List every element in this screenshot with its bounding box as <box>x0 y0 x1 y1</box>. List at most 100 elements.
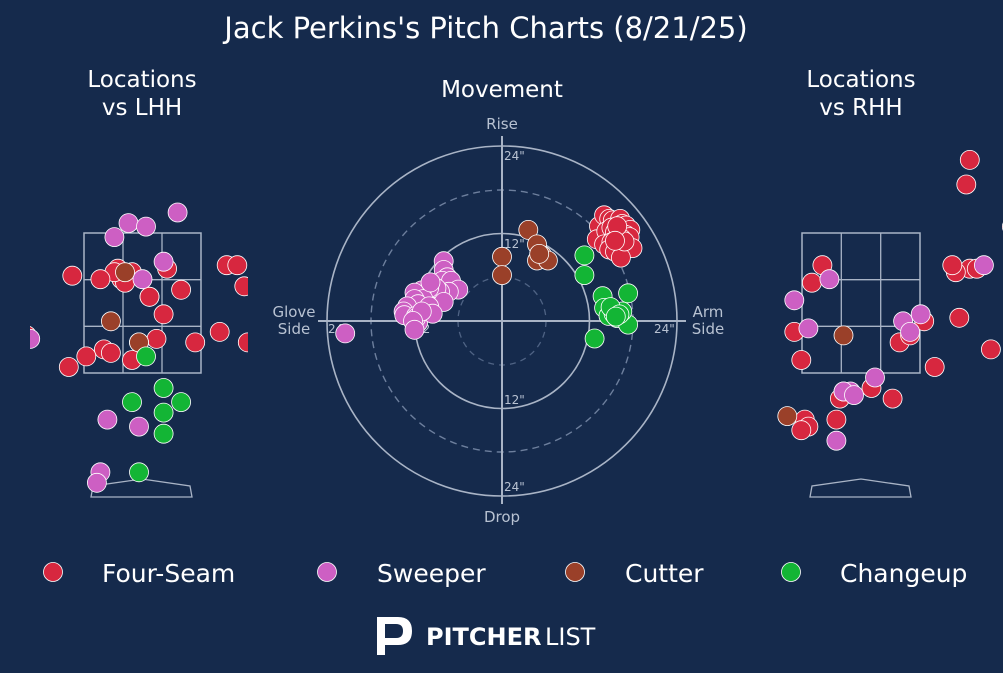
lhh-changeup-point <box>153 378 174 398</box>
legend: Four-Seam Sweeper Cutter Changeup <box>43 559 967 588</box>
movement-label-glove-side: Side <box>278 320 310 338</box>
movement-ring-label: 12" <box>504 393 525 407</box>
lhh-sweeper-point <box>153 251 174 272</box>
lhh-sweeper-point <box>129 416 149 437</box>
rhh-points <box>777 149 1003 451</box>
lhh-four-seam-point <box>237 332 248 353</box>
movement-label-arm-side: Side <box>692 320 724 338</box>
logo-text-bold: PITCHER <box>426 623 541 651</box>
movement-label-rise: Rise <box>486 115 518 133</box>
lhh-four-seam-point <box>76 346 97 367</box>
rhh-title-line1: Locations <box>806 67 915 93</box>
legend-label-four-seam: Four-Seam <box>102 559 235 588</box>
lhh-sweeper-point <box>97 409 118 430</box>
rhh-sweeper-point <box>826 430 847 451</box>
rhh-four-seam-point <box>956 174 977 195</box>
lhh-changeup-point <box>136 346 156 367</box>
legend-label-sweeper: Sweeper <box>377 559 486 588</box>
lhh-four-seam-point <box>62 265 83 286</box>
legend-marker-sweeper <box>317 562 337 582</box>
movement-changeup-point <box>584 328 605 349</box>
rhh-four-seam-point <box>949 307 970 328</box>
lhh-sweeper-point <box>118 213 139 234</box>
lhh-cutter-point <box>101 311 121 332</box>
lhh-four-seam-point <box>234 276 248 297</box>
rhh-four-seam-point <box>791 420 812 441</box>
rhh-four-seam-point <box>826 409 847 430</box>
lhh-four-seam-point <box>209 321 230 342</box>
rhh-location-panel <box>777 149 1003 498</box>
lhh-changeup-point <box>309 231 328 250</box>
movement-four-seam-point <box>611 247 631 268</box>
legend-label-cutter: Cutter <box>625 559 704 588</box>
lhh-changeup-point <box>312 375 331 394</box>
rhh-sweeper-point <box>798 318 819 339</box>
lhh-changeup-point <box>153 423 174 444</box>
lhh-cutter-point <box>115 262 135 283</box>
legend-item-four-seam: Four-Seam <box>43 559 235 588</box>
lhh-sweeper-point <box>136 216 156 237</box>
rhh-four-seam-point <box>942 255 963 276</box>
rhh-sweeper-point <box>910 304 931 325</box>
pitcherlist-logo: PITCHER LIST <box>377 617 596 655</box>
lhh-four-seam-point <box>101 342 121 363</box>
lhh-sweeper-point <box>167 202 188 223</box>
lhh-changeup-point <box>153 402 174 423</box>
legend-marker-four-seam <box>43 562 63 582</box>
rhh-sweeper-point <box>900 321 920 342</box>
lhh-four-seam-point <box>227 255 248 276</box>
pitcherlist-logo-icon <box>377 617 412 655</box>
movement-cutter-point <box>492 265 512 286</box>
lhh-four-seam-point <box>139 286 160 307</box>
legend-item-sweeper: Sweeper <box>317 559 486 588</box>
lhh-four-seam-point <box>185 332 206 353</box>
movement-sweeper-point <box>420 272 441 293</box>
movement-sweeper-point <box>404 319 425 340</box>
legend-item-cutter: Cutter <box>565 559 704 588</box>
lhh-four-seam-point <box>90 269 111 290</box>
lhh-points <box>10 202 338 493</box>
movement-sweeper-point <box>335 323 356 344</box>
movement-cutter-point <box>529 243 550 264</box>
movement-ring-label: 24" <box>504 149 525 163</box>
rhh-four-seam-point <box>981 339 1001 360</box>
logo-text-light: LIST <box>545 623 596 651</box>
lhh-sweeper-point <box>87 472 107 493</box>
rhh-sweeper-point <box>844 385 864 406</box>
rhh-four-seam-point <box>924 357 945 377</box>
movement-points <box>335 205 643 349</box>
lhh-cutter-point <box>10 417 29 436</box>
lhh-changeup-point <box>129 462 149 483</box>
movement-cutter-point <box>492 246 512 267</box>
legend-marker-changeup <box>781 562 801 582</box>
rhh-home-plate <box>809 478 912 498</box>
movement-ring-label: 12" <box>504 237 525 251</box>
rhh-four-seam-point <box>791 350 812 370</box>
movement-label-glove-side: Glove <box>272 303 315 321</box>
movement-label-arm-side: Arm <box>693 303 724 321</box>
rhh-cutter-point <box>777 406 798 427</box>
lhh-four-seam-point <box>319 217 338 236</box>
movement-panel: 24" 12" 12" 24" 24" 12 24" Rise Drop Glo… <box>272 115 724 526</box>
rhh-title-line2: vs RHH <box>819 95 902 121</box>
rhh-sweeper-point <box>784 290 805 311</box>
lhh-changeup-point <box>316 336 335 355</box>
rhh-sweeper-point <box>865 367 885 388</box>
movement-label-drop: Drop <box>484 508 520 526</box>
lhh-title-line2: vs LHH <box>102 95 182 121</box>
rhh-four-seam-point <box>882 388 903 409</box>
lhh-title-line1: Locations <box>87 67 196 93</box>
figure-title: Jack Perkins's Pitch Charts (8/21/25) <box>222 11 747 45</box>
movement-changeup-point <box>618 283 638 304</box>
rhh-sweeper-point <box>974 255 994 276</box>
movement-changeup-point <box>574 265 595 286</box>
lhh-four-seam-point <box>153 304 174 325</box>
movement-changeup-point <box>574 245 595 266</box>
movement-ring-label: 24" <box>504 480 525 494</box>
legend-label-changeup: Changeup <box>840 559 967 588</box>
lhh-four-seam-point <box>146 328 167 349</box>
lhh-location-panel <box>10 202 338 498</box>
movement-cutter-point <box>518 219 539 240</box>
lhh-changeup-point <box>122 392 142 413</box>
